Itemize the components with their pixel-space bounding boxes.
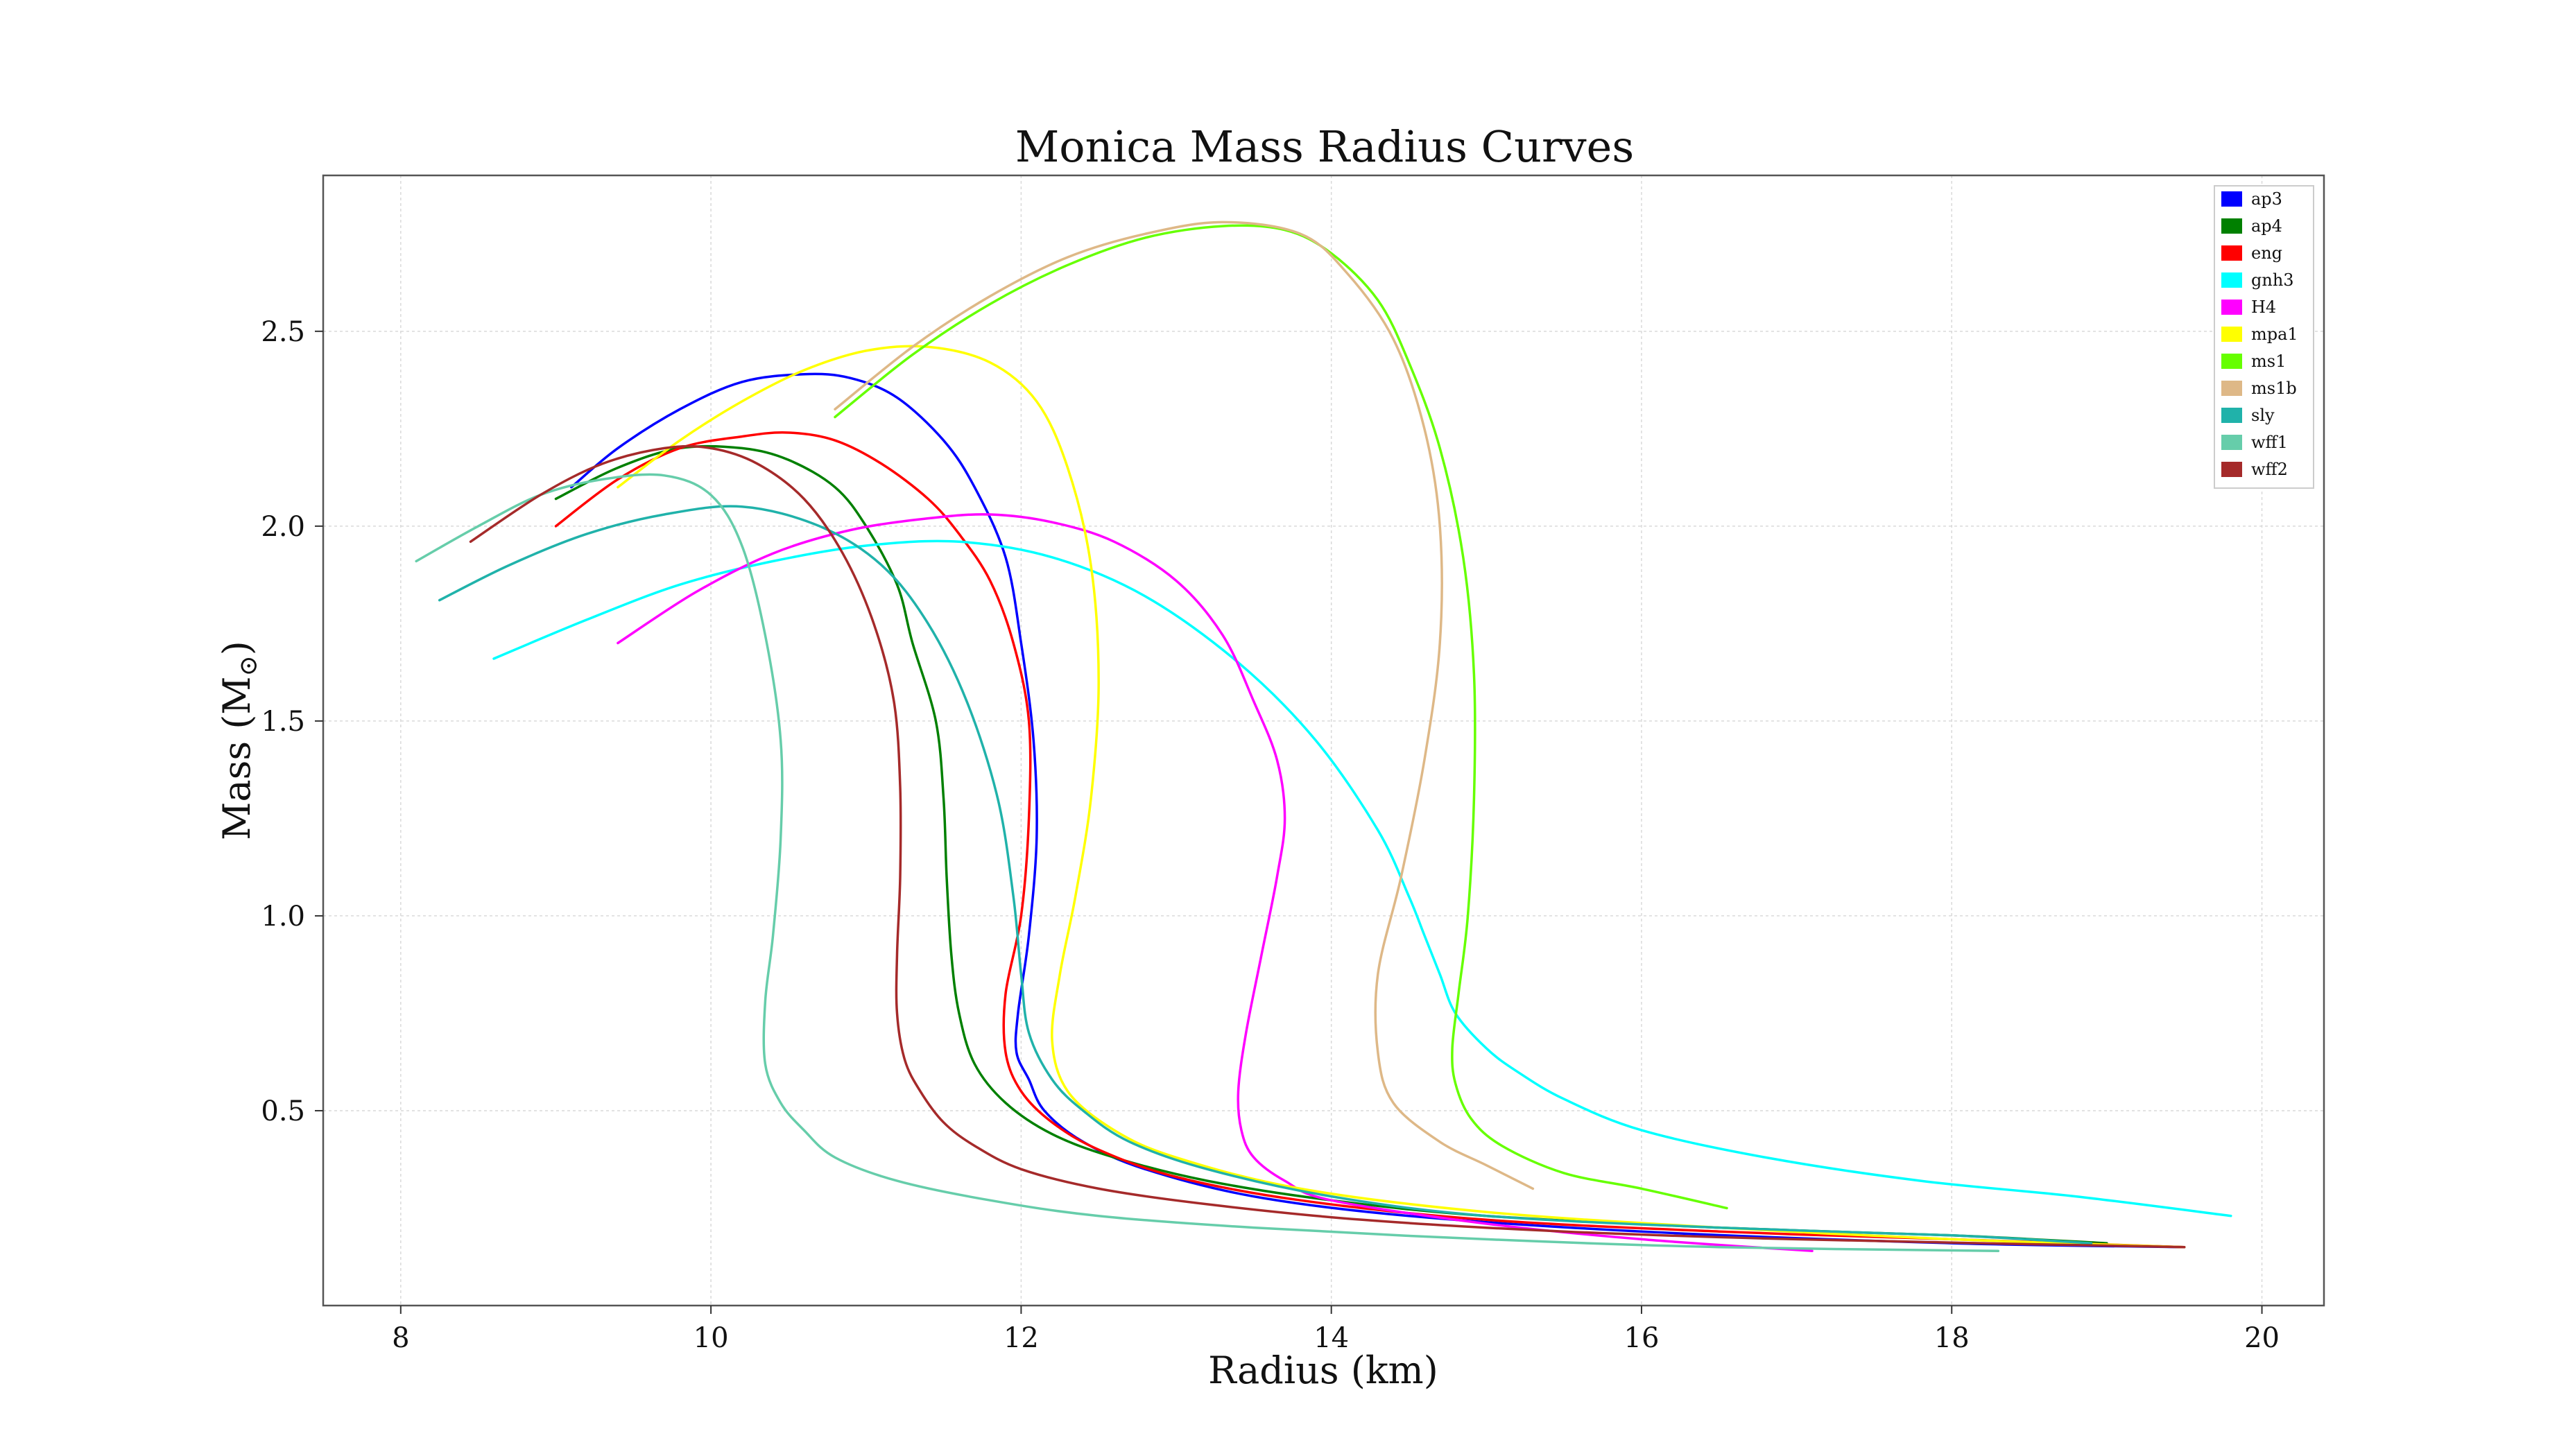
legend-swatch-mpa1 [2221, 327, 2242, 342]
chart-title: Monica Mass Radius Curves [1015, 121, 1634, 172]
x-tick-label: 18 [1934, 1322, 1970, 1354]
legend-label-wff2: wff2 [2251, 460, 2288, 479]
x-tick-label: 10 [694, 1322, 729, 1354]
series-line-wff1 [415, 473, 2000, 1253]
legend-swatch-wff2 [2221, 462, 2242, 477]
series-line-wff2 [469, 444, 2186, 1249]
x-tick-label: 12 [1004, 1322, 1039, 1354]
legend-label-sly: sly [2251, 406, 2275, 425]
legend-label-eng: eng [2251, 243, 2282, 263]
grid-lines [323, 175, 2324, 1306]
y-axis-label: Mass (M⊙) [215, 641, 263, 840]
series-line-H4 [617, 513, 1814, 1253]
legend-label-gnh3: gnh3 [2251, 270, 2294, 290]
y-axis-label-close: ) [215, 641, 259, 655]
x-tick-label: 14 [1314, 1322, 1349, 1354]
series-line-ms1 [834, 224, 1728, 1210]
legend: ap3 ap4 eng gnh3 H4 mpa1 ms1 ms1b sly wff1 wff2 [2214, 185, 2314, 489]
legend-swatch-ap4 [2221, 218, 2242, 234]
series-line-ms1b [834, 220, 1535, 1190]
legend-label-wff1: wff1 [2251, 433, 2288, 452]
x-tick-label: 16 [1624, 1322, 1660, 1354]
series-line-gnh3 [492, 539, 2232, 1217]
legend-swatch-H4 [2221, 300, 2242, 315]
legend-swatch-ms1 [2221, 354, 2242, 369]
legend-label-ap3: ap3 [2251, 189, 2282, 209]
series-line-ap3 [570, 372, 2186, 1249]
y-tick-label: 2.5 [261, 316, 305, 348]
legend-label-H4: H4 [2251, 297, 2276, 317]
legend-swatch-eng [2221, 245, 2242, 261]
plot-frame [322, 174, 2325, 1307]
legend-swatch-ms1b [2221, 381, 2242, 396]
x-tick-label: 8 [392, 1322, 409, 1354]
x-axis-ticks: 8 10 12 14 16 18 20 [392, 1306, 2280, 1354]
series-lines [415, 220, 2232, 1253]
series-line-sly [438, 505, 2093, 1245]
y-tick-label: 1.5 [261, 706, 305, 738]
legend-swatch-ap3 [2221, 191, 2242, 207]
x-tick-label: 20 [2244, 1322, 2280, 1354]
y-tick-label: 0.5 [261, 1095, 305, 1127]
y-axis-label-text: Mass (M [215, 676, 259, 840]
y-axis-ticks: 0.5 1.0 1.5 2.0 2.5 [261, 316, 323, 1127]
series-line-mpa1 [617, 345, 2186, 1249]
y-tick-label: 2.0 [261, 511, 305, 543]
y-tick-label: 1.0 [261, 901, 305, 933]
legend-label-ms1: ms1 [2251, 352, 2286, 371]
legend-swatch-wff1 [2221, 435, 2242, 450]
legend-label-ap4: ap4 [2251, 216, 2282, 236]
legend-label-ms1b: ms1b [2251, 379, 2297, 398]
x-axis-label: Radius (km) [1208, 1349, 1438, 1392]
y-axis-label-subscript: ⊙ [234, 655, 263, 676]
legend-swatch-gnh3 [2221, 272, 2242, 288]
legend-label-mpa1: mpa1 [2251, 324, 2298, 344]
legend-swatch-sly [2221, 408, 2242, 423]
